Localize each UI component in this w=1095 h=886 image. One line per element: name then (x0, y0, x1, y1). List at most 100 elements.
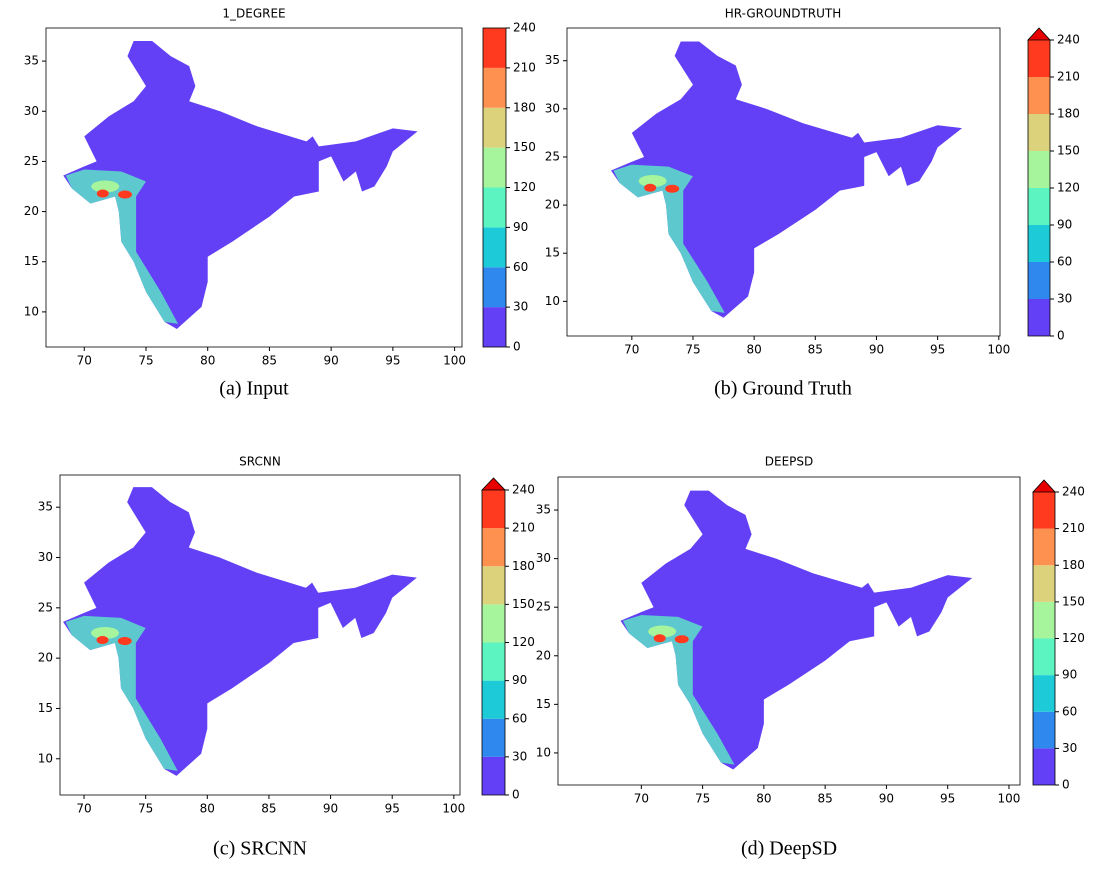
y-tick-label: 15 (536, 697, 551, 711)
colorbar-segment (483, 267, 506, 307)
x-tick-label: 85 (262, 354, 277, 368)
y-tick-label: 20 (38, 651, 53, 665)
y-tick-label: 20 (536, 648, 551, 662)
colorbar-segment (1028, 225, 1050, 262)
caption: (a) Input (219, 378, 289, 400)
colorbar-segment (482, 604, 505, 642)
colorbar-segment (1033, 639, 1055, 676)
x-tick-label: 75 (695, 792, 710, 806)
colorbar-tick-label: 90 (513, 220, 528, 234)
map-hotspot (654, 634, 666, 642)
y-tick-label: 10 (38, 751, 53, 765)
y-tick-label: 25 (545, 149, 560, 163)
colorbar-tick-label: 210 (513, 60, 536, 74)
panel: HR-GROUNDTRUTH70758085909510010152025303… (545, 7, 1080, 400)
x-tick-label: 100 (443, 354, 466, 368)
colorbar-extend (482, 478, 505, 490)
colorbar-tick-label: 60 (513, 260, 528, 274)
x-tick-label: 95 (940, 792, 955, 806)
colorbar-segment (482, 719, 505, 757)
colorbar-segment (1028, 77, 1050, 114)
colorbar-tick-label: 30 (1057, 292, 1072, 306)
colorbar-tick-label: 30 (513, 300, 528, 314)
x-tick-label: 75 (138, 802, 153, 816)
colorbar-tick-label: 120 (513, 180, 536, 194)
x-tick-label: 75 (685, 343, 700, 357)
colorbar-tick-label: 180 (513, 100, 536, 114)
chart-title: SRCNN (239, 455, 281, 469)
y-tick-label: 35 (545, 53, 560, 67)
y-tick-label: 15 (24, 254, 39, 268)
colorbar-tick-label: 120 (1062, 631, 1085, 645)
colorbar-tick-label: 30 (1062, 741, 1077, 755)
colorbar-segment (1033, 748, 1055, 785)
colorbar-segment (483, 68, 506, 108)
colorbar-segment (482, 490, 505, 528)
colorbar-tick-label: 90 (1057, 218, 1072, 232)
map-hotspot (675, 635, 689, 643)
colorbar-segment (482, 566, 505, 604)
x-tick-label: 95 (930, 343, 945, 357)
colorbar-tick-label: 210 (1062, 521, 1085, 535)
x-tick-label: 80 (747, 343, 762, 357)
colorbar-tick-label: 210 (512, 521, 535, 535)
colorbar-tick-label: 60 (512, 711, 527, 725)
y-tick-label: 30 (24, 104, 39, 118)
colorbar-segment (1028, 40, 1050, 77)
chart-title: DEEPSD (765, 455, 814, 469)
map-hotspot (665, 185, 679, 193)
map-hotspot (118, 637, 132, 645)
caption: (d) DeepSD (741, 838, 837, 860)
colorbar-tick-label: 90 (1062, 668, 1077, 682)
colorbar-tick-label: 120 (512, 635, 535, 649)
colorbar-tick-label: 210 (1057, 70, 1080, 84)
colorbar-segment (1028, 188, 1050, 225)
colorbar-tick-label: 90 (512, 673, 527, 687)
colorbar-segment (1033, 492, 1055, 529)
colorbar-segment (1033, 675, 1055, 712)
y-tick-label: 35 (536, 503, 551, 517)
colorbar-segment (1028, 114, 1050, 151)
colorbar-segment (483, 188, 506, 228)
colorbar-tick-label: 240 (513, 21, 536, 35)
figure: 1_DEGREE70758085909510010152025303503060… (0, 0, 1095, 886)
colorbar-segment (483, 307, 506, 347)
panel: SRCNN70758085909510010152025303503060901… (38, 455, 535, 860)
colorbar-tick-label: 120 (1057, 181, 1080, 195)
colorbar-segment (482, 757, 505, 795)
x-tick-label: 80 (200, 802, 215, 816)
colorbar-tick-label: 180 (1062, 558, 1085, 572)
y-tick-label: 35 (24, 54, 39, 68)
y-tick-label: 10 (536, 745, 551, 759)
colorbar-segment (483, 108, 506, 148)
colorbar-segment (1033, 712, 1055, 749)
y-tick-label: 20 (545, 198, 560, 212)
colorbar-tick-label: 240 (1057, 33, 1080, 47)
chart-title: HR-GROUNDTRUTH (725, 7, 842, 21)
colorbar-segment (1033, 529, 1055, 566)
colorbar-segment (1028, 262, 1050, 299)
x-tick-label: 100 (442, 802, 465, 816)
colorbar-tick-label: 240 (1062, 485, 1085, 499)
y-tick-label: 10 (545, 294, 560, 308)
x-tick-label: 90 (879, 792, 894, 806)
x-tick-label: 90 (324, 354, 339, 368)
y-tick-label: 10 (24, 304, 39, 318)
x-tick-label: 90 (869, 343, 884, 357)
x-tick-label: 85 (818, 792, 833, 806)
x-tick-label: 95 (385, 802, 400, 816)
x-tick-label: 100 (998, 792, 1021, 806)
y-tick-label: 20 (24, 204, 39, 218)
colorbar-segment (1028, 299, 1050, 336)
x-tick-label: 90 (323, 802, 338, 816)
y-tick-label: 15 (545, 246, 560, 260)
colorbar-tick-label: 30 (512, 749, 527, 763)
y-tick-label: 30 (545, 101, 560, 115)
colorbar-tick-label: 0 (1057, 329, 1065, 343)
x-tick-label: 85 (808, 343, 823, 357)
colorbar-tick-label: 150 (1057, 144, 1080, 158)
chart-title: 1_DEGREE (222, 7, 285, 21)
x-tick-label: 100 (987, 343, 1010, 357)
map-hotspot (97, 636, 109, 644)
colorbar-segment (1028, 151, 1050, 188)
